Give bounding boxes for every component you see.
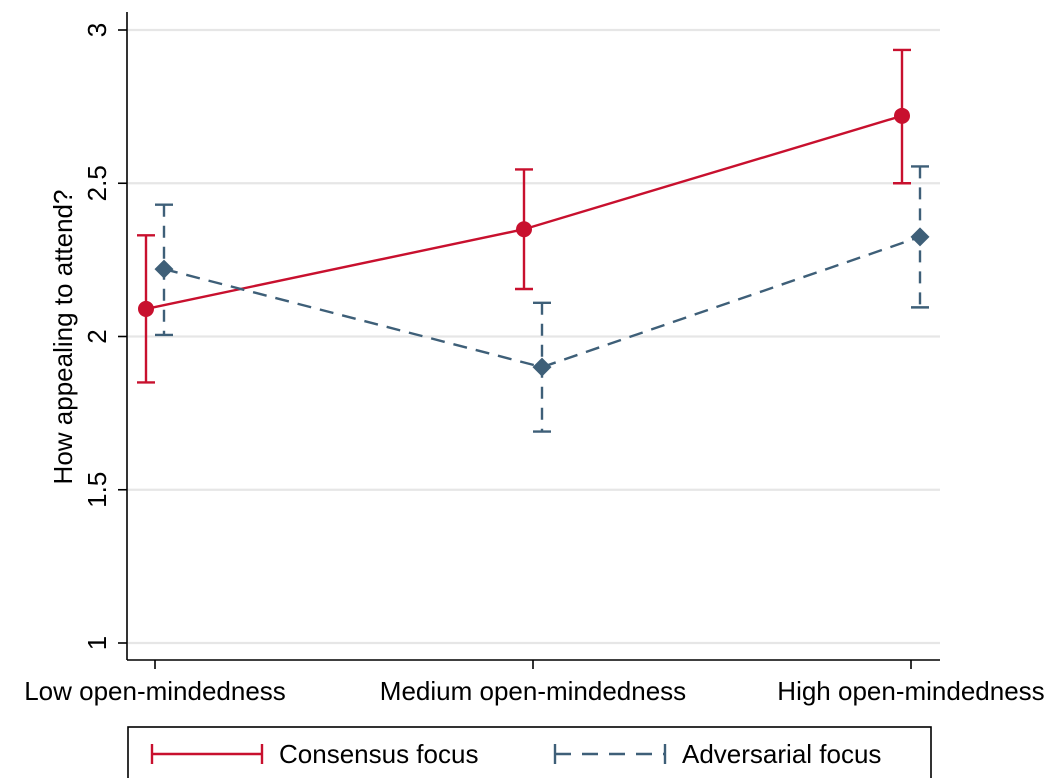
- y-axis-title: How appealing to attend?: [48, 190, 78, 485]
- data-point: [516, 221, 532, 238]
- x-tick-label: High open-mindedness: [777, 676, 1044, 706]
- y-tick-label: 1.5: [82, 472, 112, 508]
- series-layer: [137, 48, 930, 433]
- data-point: [894, 107, 910, 124]
- legend-label: Consensus focus: [279, 739, 478, 769]
- data-point: [910, 227, 930, 247]
- y-tick-label: 1: [82, 636, 112, 650]
- x-tick-label: Medium open-mindedness: [380, 676, 686, 706]
- y-axis-ticks: 1 1.5 2 2.5 3: [82, 23, 127, 650]
- legend-item: Consensus focus: [150, 739, 478, 769]
- data-point: [154, 259, 174, 279]
- data-point: [138, 300, 154, 317]
- legend: Consensus focus Adversarial focus: [127, 726, 932, 778]
- gridlines: [128, 28, 940, 645]
- data-point: [532, 357, 552, 377]
- series-consensus: [137, 48, 911, 384]
- y-tick-label: 2.5: [82, 165, 112, 201]
- y-tick-label: 2: [82, 329, 112, 343]
- x-tick-label: Low open-mindedness: [24, 676, 286, 706]
- legend-label: Adversarial focus: [682, 739, 881, 769]
- x-axis-ticks: Low open-mindedness Medium open-mindednes…: [24, 660, 1045, 706]
- legend-item: Adversarial focus: [553, 739, 881, 769]
- series-line: [163, 235, 921, 369]
- y-tick-label: 3: [82, 23, 112, 37]
- series-adversarial: [154, 165, 930, 433]
